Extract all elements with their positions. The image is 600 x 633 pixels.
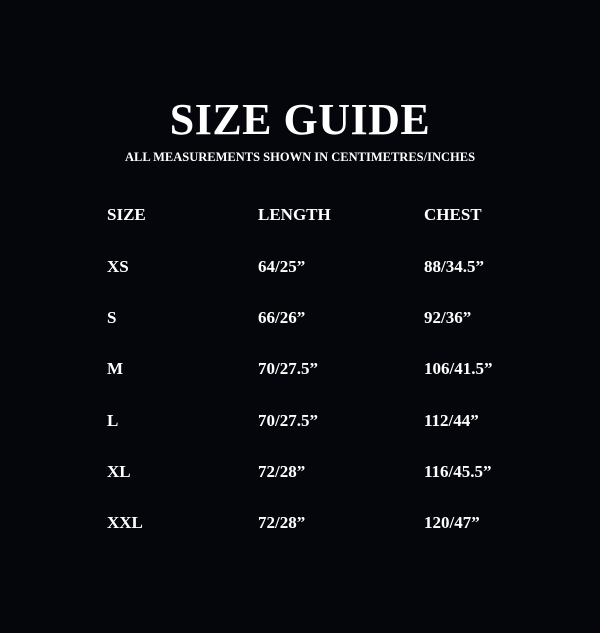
cell-length: 70/27.5” <box>258 411 318 430</box>
table-row: L 70/27.5” 112/44” <box>0 410 600 432</box>
cell-size: S <box>107 308 117 327</box>
cell-chest: 106/41.5” <box>424 359 493 378</box>
cell-length: 72/28” <box>258 462 306 481</box>
table-row: XXL 72/28” 120/47” <box>0 512 600 534</box>
subtitle: ALL MEASUREMENTS SHOWN IN CENTIMETRES/IN… <box>124 150 476 164</box>
table-row: S 66/26” 92/36” <box>0 307 600 329</box>
table-row: XS 64/25” 88/34.5” <box>0 256 600 278</box>
cell-size: XS <box>107 257 129 276</box>
cell-size: XL <box>107 462 131 481</box>
cell-chest: 92/36” <box>424 308 472 327</box>
table-row: M 70/27.5” 106/41.5” <box>0 358 600 380</box>
cell-chest: 116/45.5” <box>424 462 492 481</box>
table-header: SIZE LENGTH CHEST <box>0 204 600 226</box>
table-row: XL 72/28” 116/45.5” <box>0 461 600 483</box>
cell-size: XXL <box>107 513 143 532</box>
header-chest: CHEST <box>424 205 482 224</box>
page-title: SIZE GUIDE <box>169 95 431 144</box>
header-size: SIZE <box>107 205 146 224</box>
cell-chest: 120/47” <box>424 513 480 532</box>
header-length: LENGTH <box>258 205 331 224</box>
cell-length: 66/26” <box>258 308 306 327</box>
cell-length: 70/27.5” <box>258 359 318 378</box>
cell-length: 64/25” <box>258 257 306 276</box>
cell-chest: 112/44” <box>424 411 479 430</box>
cell-chest: 88/34.5” <box>424 257 484 276</box>
cell-length: 72/28” <box>258 513 306 532</box>
cell-size: M <box>107 359 124 378</box>
cell-size: L <box>107 411 119 430</box>
